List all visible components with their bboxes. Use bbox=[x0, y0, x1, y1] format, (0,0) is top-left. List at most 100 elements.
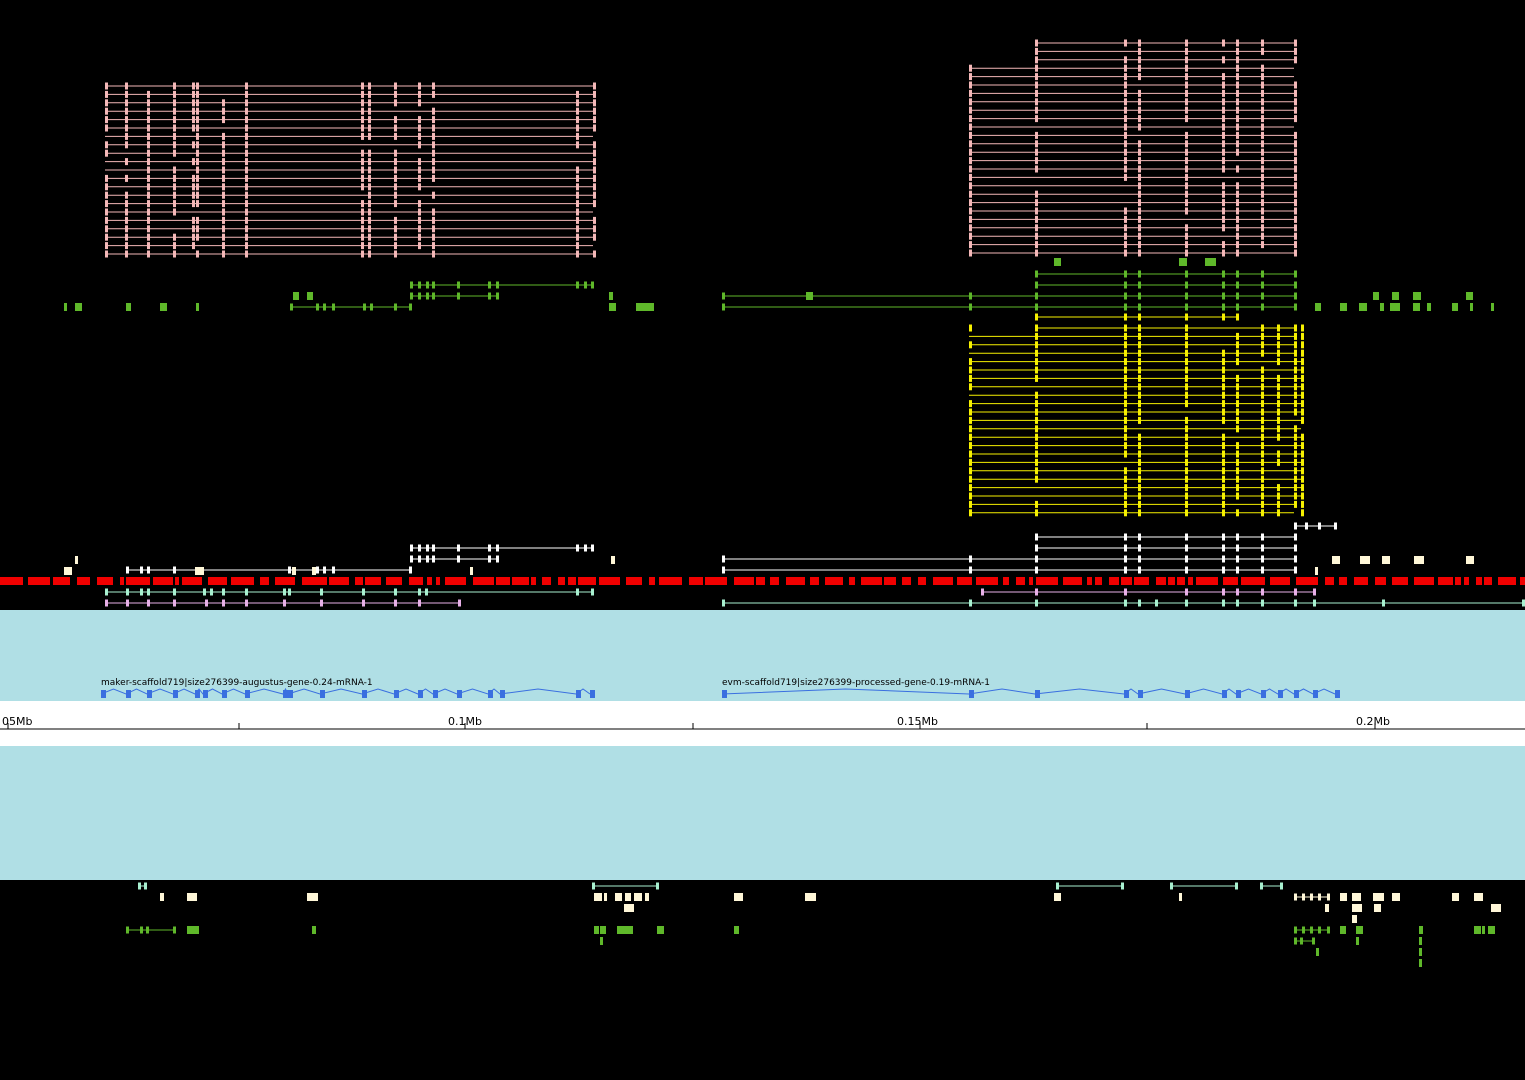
exon bbox=[1185, 400, 1188, 408]
exon bbox=[173, 166, 176, 174]
exon bbox=[361, 233, 364, 241]
exon bbox=[1124, 475, 1127, 483]
exon bbox=[969, 199, 972, 207]
exon bbox=[576, 544, 579, 552]
exon bbox=[361, 183, 364, 191]
exon bbox=[222, 132, 225, 140]
gene-label[interactable]: evm-scaffold719|size276399-processed-gen… bbox=[722, 678, 990, 688]
exon bbox=[323, 566, 326, 574]
exon bbox=[1294, 131, 1297, 139]
exon bbox=[147, 99, 150, 107]
hit bbox=[1316, 948, 1319, 956]
repeat bbox=[902, 577, 911, 585]
exon bbox=[1185, 500, 1188, 508]
exon bbox=[1261, 475, 1264, 483]
hit bbox=[196, 303, 199, 311]
exon bbox=[1301, 416, 1304, 424]
repeat bbox=[810, 577, 819, 585]
repeat bbox=[1464, 577, 1469, 585]
exon bbox=[1124, 73, 1127, 81]
exon bbox=[418, 292, 421, 300]
exon bbox=[593, 158, 596, 166]
exon bbox=[125, 174, 128, 182]
repeat bbox=[786, 577, 805, 585]
exon bbox=[1294, 400, 1297, 408]
exon bbox=[1277, 425, 1280, 433]
exon bbox=[1138, 433, 1141, 441]
hit bbox=[1482, 926, 1485, 934]
gene-exon bbox=[433, 690, 438, 698]
exon bbox=[105, 149, 108, 157]
repeat bbox=[659, 577, 682, 585]
exon bbox=[125, 158, 128, 166]
exon bbox=[147, 149, 150, 157]
exon bbox=[1124, 391, 1127, 399]
exon bbox=[1261, 89, 1264, 97]
exon bbox=[1236, 224, 1239, 232]
hit bbox=[625, 893, 631, 901]
exon bbox=[245, 158, 248, 166]
exon bbox=[1138, 281, 1141, 289]
repeat bbox=[599, 577, 620, 585]
repeat bbox=[734, 577, 754, 585]
repeat bbox=[231, 577, 254, 585]
exon bbox=[969, 408, 972, 416]
exon bbox=[969, 241, 972, 249]
exon bbox=[1261, 224, 1264, 232]
exon bbox=[969, 509, 972, 517]
exon bbox=[1222, 215, 1225, 223]
exon bbox=[1305, 522, 1308, 530]
exon bbox=[1261, 425, 1264, 433]
exon bbox=[1124, 349, 1127, 357]
exon bbox=[147, 566, 150, 574]
exon bbox=[1185, 241, 1188, 249]
exon bbox=[1124, 492, 1127, 500]
exon bbox=[368, 158, 371, 166]
exon bbox=[245, 191, 248, 199]
exon bbox=[1318, 893, 1321, 901]
exon bbox=[722, 555, 725, 563]
exon bbox=[1301, 500, 1304, 508]
exon bbox=[105, 107, 108, 115]
exon bbox=[1138, 292, 1141, 300]
exon bbox=[1261, 349, 1264, 357]
repeat bbox=[1196, 577, 1218, 585]
exon bbox=[1236, 555, 1239, 563]
hit bbox=[1419, 937, 1422, 945]
exon bbox=[432, 116, 435, 124]
exon bbox=[1035, 47, 1038, 55]
exon bbox=[969, 467, 972, 475]
exon bbox=[1185, 73, 1188, 81]
hit bbox=[1340, 926, 1346, 934]
exon bbox=[593, 116, 596, 124]
exon bbox=[969, 215, 972, 223]
exon bbox=[1302, 926, 1305, 934]
exon bbox=[173, 116, 176, 124]
exon bbox=[1222, 89, 1225, 97]
exon bbox=[1222, 599, 1225, 607]
exon bbox=[969, 566, 972, 574]
exon bbox=[173, 242, 176, 250]
exon bbox=[1138, 500, 1141, 508]
gene-label[interactable]: maker-scaffold719|size276399-augustus-ge… bbox=[101, 678, 373, 688]
exon bbox=[1124, 408, 1127, 416]
exon bbox=[969, 131, 972, 139]
exon bbox=[593, 183, 596, 191]
repeat bbox=[275, 577, 295, 585]
repeat bbox=[1375, 577, 1386, 585]
exon bbox=[1301, 408, 1304, 416]
exon bbox=[1222, 81, 1225, 89]
exon bbox=[1294, 458, 1297, 466]
hit bbox=[615, 893, 622, 901]
repeat bbox=[1476, 577, 1482, 585]
exon bbox=[1294, 89, 1297, 97]
exon bbox=[1261, 500, 1264, 508]
exon bbox=[1124, 207, 1127, 215]
exon bbox=[1185, 544, 1188, 552]
exon bbox=[196, 132, 199, 140]
exon bbox=[1124, 39, 1127, 47]
exon bbox=[1185, 303, 1188, 311]
exon bbox=[1261, 157, 1264, 165]
exon bbox=[593, 82, 596, 90]
